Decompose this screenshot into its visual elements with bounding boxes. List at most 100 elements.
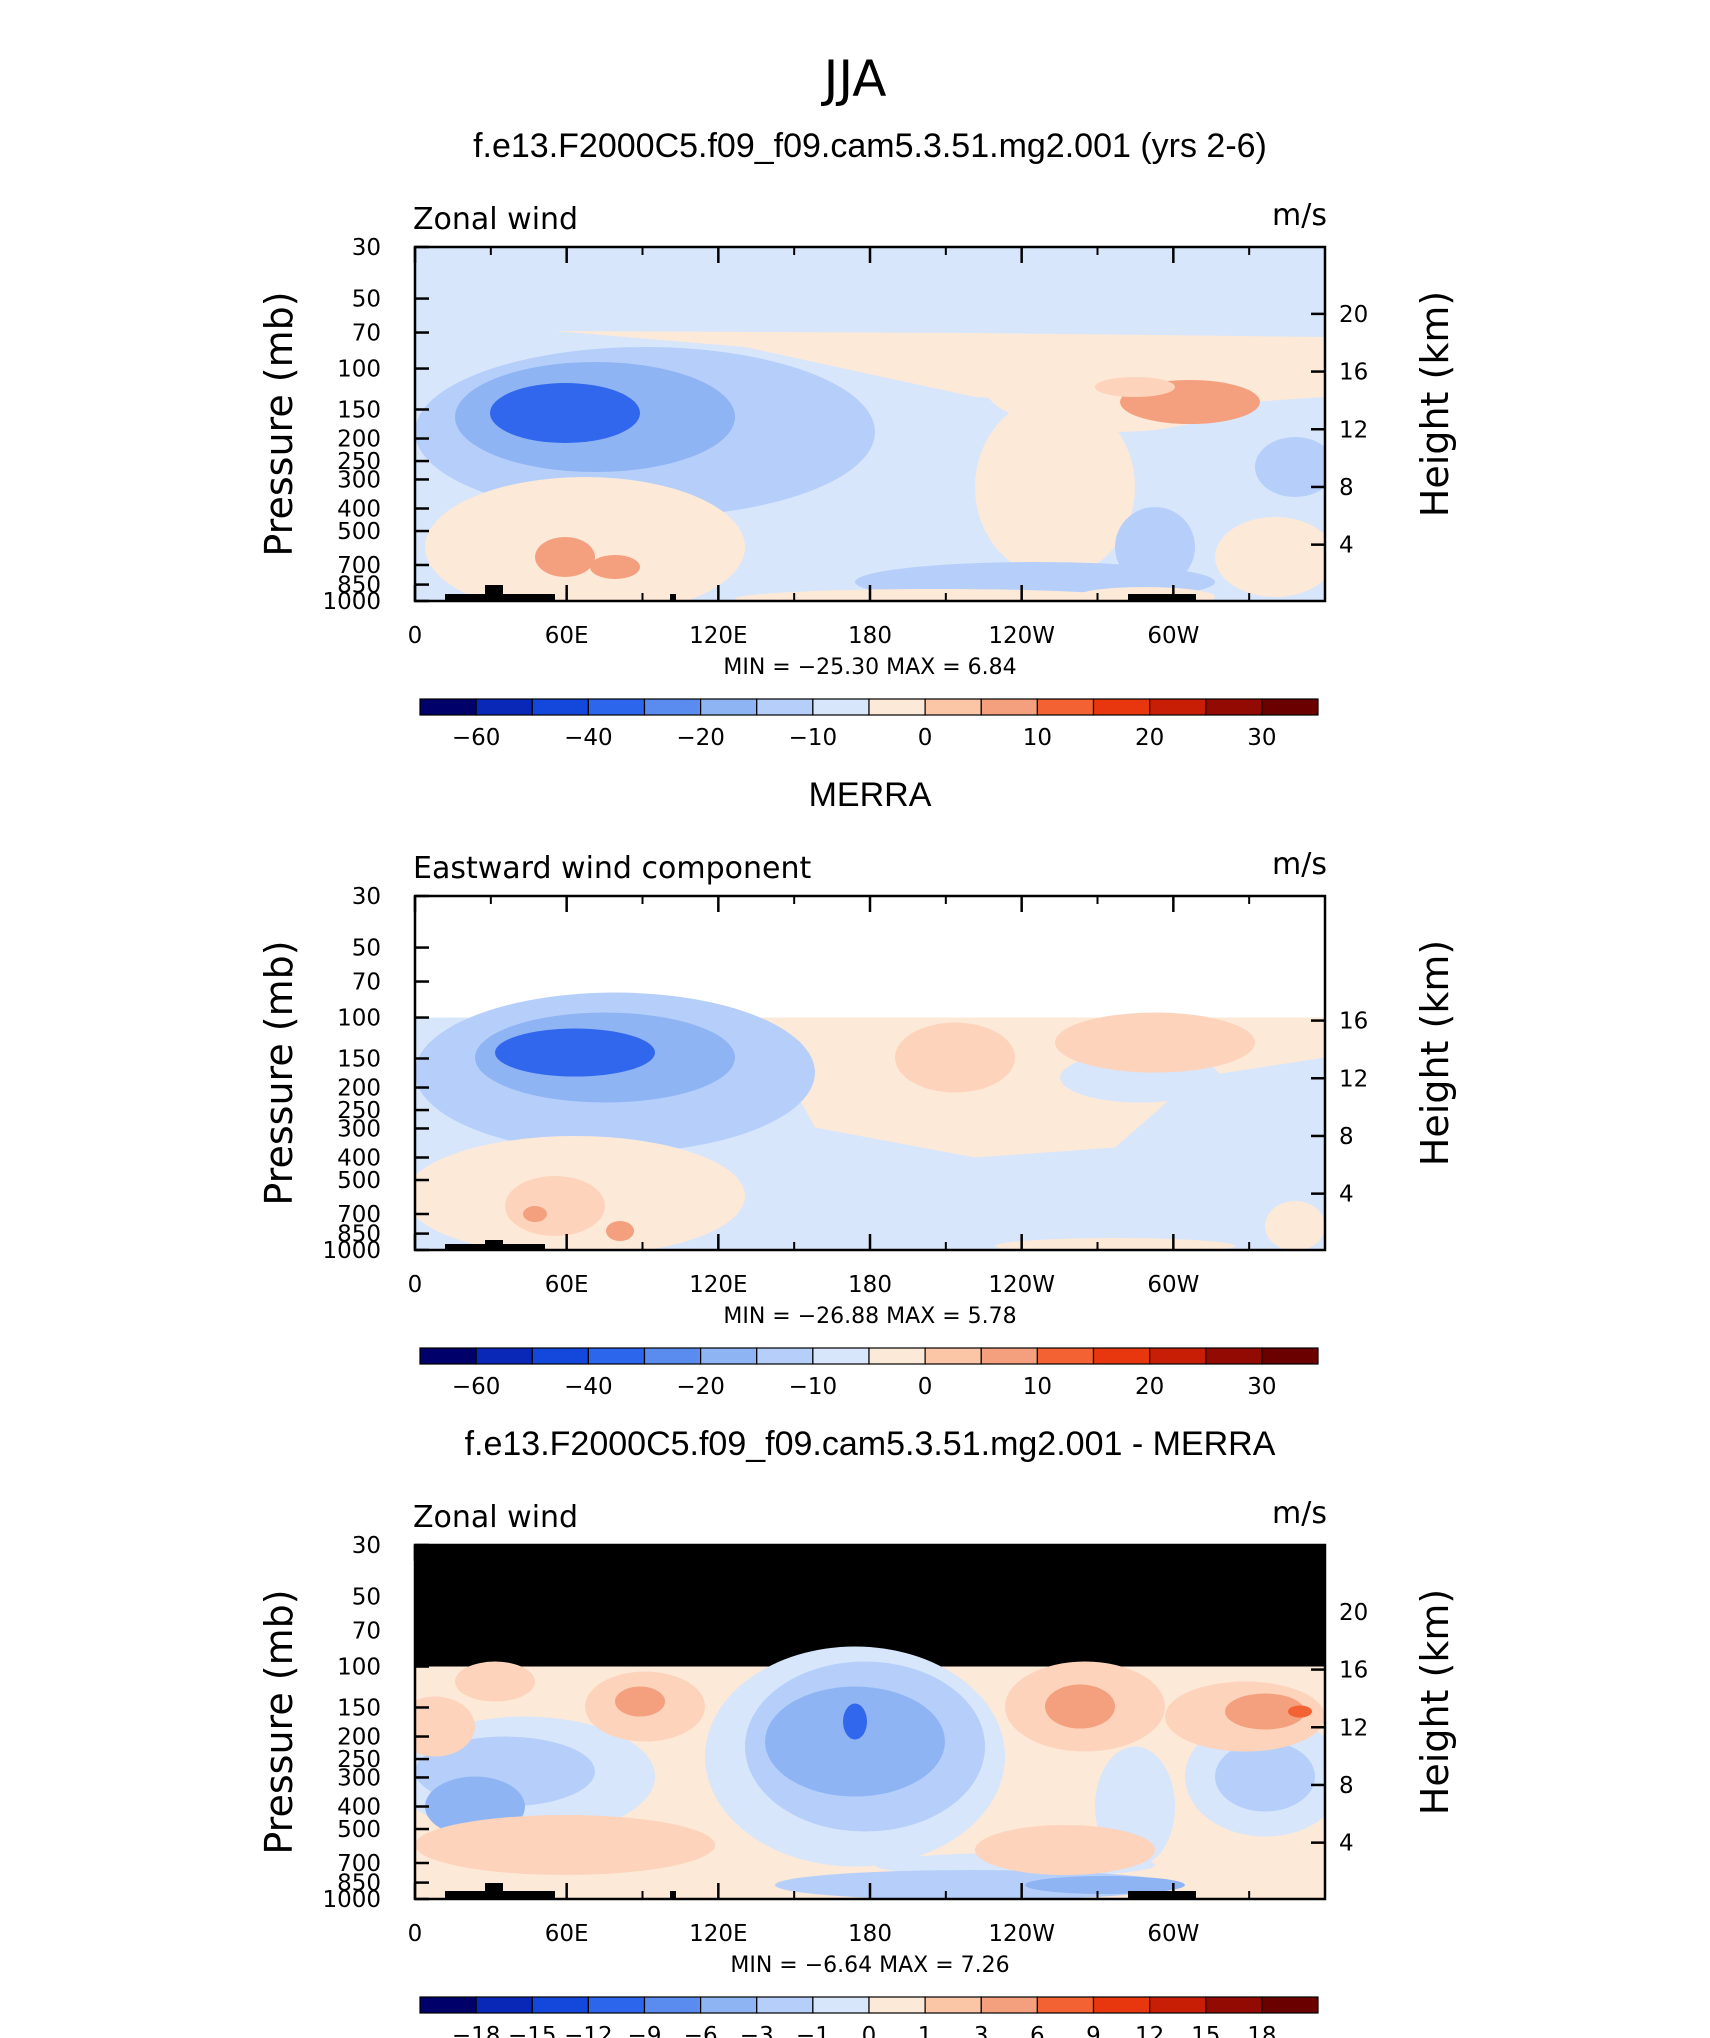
y-axis-title: Pressure (mb) — [257, 1589, 301, 1854]
contour-region — [495, 1028, 655, 1077]
colorbar-label: 18 — [1247, 2023, 1276, 2038]
colorbar-box — [643, 1347, 702, 1365]
colorbar-box — [419, 698, 477, 716]
y-tick-label: 500 — [337, 1817, 381, 1843]
y-tick-label: 850 — [337, 1871, 381, 1897]
colorbar-label: 12 — [1135, 2023, 1164, 2038]
colorbar-box — [531, 1347, 589, 1365]
contour-region — [975, 1825, 1155, 1875]
y-tick-label: 700 — [337, 1202, 381, 1228]
colorbar-box — [475, 1347, 533, 1365]
x-tick-label: 180 — [848, 1272, 892, 1298]
panel-3: f.e13.F2000C5.f09_f09.cam5.3.51.mg2.001 … — [257, 1425, 1457, 2038]
y-tick-label: 50 — [352, 1585, 381, 1611]
contour-region — [415, 1696, 475, 1757]
y-tick-label: 100 — [337, 1006, 381, 1032]
colorbar-box — [1261, 1347, 1319, 1365]
colorbar-box — [643, 698, 702, 716]
colorbar-box — [980, 1347, 1038, 1365]
x-tick-label: 120E — [689, 1272, 747, 1298]
panel-title: f.e13.F2000C5.f09_f09.cam5.3.51.mg2.001 … — [473, 127, 1267, 165]
colorbar-label: −40 — [564, 1374, 613, 1400]
y-right-tick-label: 4 — [1339, 533, 1354, 559]
colorbar-box — [587, 1996, 646, 2014]
contour-region — [590, 555, 640, 579]
y-tick-label: 400 — [337, 496, 381, 522]
panel-left-label: Zonal wind — [413, 202, 578, 237]
colorbar-label: 20 — [1135, 1374, 1164, 1400]
colorbar-box — [1149, 1347, 1207, 1365]
y-tick-label: 400 — [337, 1794, 381, 1820]
x-tick-label: 0 — [408, 623, 423, 649]
colorbar-label: −1 — [796, 2023, 830, 2038]
missing-data-mask — [415, 1545, 1325, 1667]
colorbar-box — [1092, 698, 1151, 716]
y-tick-label: 1000 — [322, 589, 381, 615]
colorbar-box — [756, 1347, 814, 1365]
colorbar-box — [643, 1996, 702, 2014]
contour-field — [415, 992, 1325, 1250]
y-tick-label: 850 — [337, 573, 381, 599]
y-right-tick-label: 12 — [1339, 417, 1368, 443]
topography-mask — [670, 594, 676, 601]
colorbar-box — [868, 1347, 926, 1365]
colorbar-label: −3 — [740, 2023, 774, 2038]
x-tick-label: 0 — [408, 1272, 423, 1298]
x-tick-label: 60W — [1147, 1921, 1199, 1947]
colorbar-box — [419, 1347, 477, 1365]
y-right-tick-label: 12 — [1339, 1715, 1368, 1741]
panel-units: m/s — [1272, 198, 1327, 233]
y-tick-label: 300 — [337, 1765, 381, 1791]
contour-region — [455, 1661, 535, 1702]
y-right-tick-label: 12 — [1339, 1066, 1368, 1092]
y-tick-label: 250 — [337, 1747, 381, 1773]
colorbar-box — [700, 1996, 758, 2014]
y-tick-label: 150 — [337, 397, 381, 423]
y-tick-label: 200 — [337, 1076, 381, 1102]
colorbar-label: −20 — [676, 1374, 725, 1400]
panel-title: f.e13.F2000C5.f09_f09.cam5.3.51.mg2.001 … — [465, 1425, 1276, 1463]
y-tick-label: 250 — [337, 449, 381, 475]
y-tick-label: 150 — [337, 1695, 381, 1721]
colorbar-label: 0 — [918, 725, 933, 751]
y-tick-label: 700 — [337, 553, 381, 579]
colorbar-box — [812, 698, 870, 716]
y-right-tick-label: 16 — [1339, 1009, 1368, 1035]
y-right-tick-label: 4 — [1339, 1182, 1354, 1208]
y-right-tick-label: 8 — [1339, 1773, 1354, 1799]
colorbar-label: −60 — [452, 1374, 501, 1400]
contour-region — [1255, 437, 1325, 497]
colorbar-label: 3 — [974, 2023, 989, 2038]
colorbar-box — [1092, 1996, 1151, 2014]
colorbar-box — [475, 1996, 533, 2014]
colorbar-box — [419, 1996, 477, 2014]
colorbar-label: 6 — [1030, 2023, 1045, 2038]
colorbar-label: 9 — [1086, 2023, 1101, 2038]
colorbar-label: −10 — [789, 1374, 838, 1400]
colorbar-box — [924, 1347, 982, 1365]
y-right-axis-title: Height (km) — [1413, 940, 1457, 1166]
panel-left-label: Zonal wind — [413, 1500, 578, 1535]
x-tick-label: 60E — [545, 1921, 589, 1947]
x-tick-label: 180 — [848, 1921, 892, 1947]
colorbar-box — [1149, 698, 1207, 716]
colorbar-box — [1036, 1996, 1095, 2014]
contour-region — [490, 383, 640, 443]
panel-title: MERRA — [809, 776, 932, 814]
colorbar-box — [587, 698, 646, 716]
contour-region — [895, 1022, 1015, 1093]
panel-left-label: Eastward wind component — [413, 851, 811, 886]
min-max-stats: MIN = −6.64 MAX = 7.26 — [730, 1953, 1009, 1978]
colorbar-box — [756, 1996, 814, 2014]
colorbar-box — [756, 698, 814, 716]
y-tick-label: 70 — [352, 1619, 381, 1645]
y-tick-label: 850 — [337, 1222, 381, 1248]
colorbar-box — [1205, 1996, 1263, 2014]
contour-region — [1055, 1012, 1255, 1073]
colorbar-label: −18 — [452, 2023, 501, 2038]
y-tick-label: 70 — [352, 321, 381, 347]
colorbar-label: 20 — [1135, 725, 1164, 751]
colorbar-label: 30 — [1247, 1374, 1276, 1400]
colorbar-label: −15 — [508, 2023, 557, 2038]
